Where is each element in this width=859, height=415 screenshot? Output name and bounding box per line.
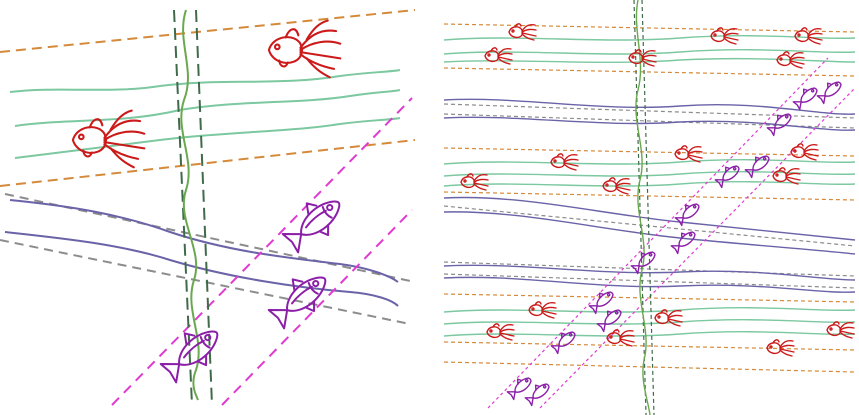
goldfish-icon <box>550 153 579 171</box>
left-panel <box>0 9 416 406</box>
tetra-fish-icon <box>790 82 821 111</box>
goldfish-icon <box>794 27 823 45</box>
left-green-wavy-lines <box>9 69 401 159</box>
goldfish-icon <box>766 339 795 357</box>
goldfish-icon <box>606 329 635 347</box>
left-magenta-dashed-diagonals <box>111 97 413 406</box>
goldfish-icon <box>460 173 489 191</box>
tetra-fish-icon <box>668 226 699 255</box>
tetra-fish-icon <box>262 262 338 334</box>
tetra-fish-icon <box>594 304 625 333</box>
tetra-fish-icon <box>522 378 553 407</box>
goldfish-icon <box>486 323 515 341</box>
goldfish-icon <box>528 301 557 319</box>
tetra-fish-icon <box>712 160 743 189</box>
goldfish-icon <box>267 19 342 79</box>
tetra-fish-icon <box>742 150 773 179</box>
right-green-wavy-vertical <box>635 0 651 415</box>
right-green-dashed-verticals <box>633 0 655 415</box>
right-goldfish <box>460 23 855 357</box>
right-orange-dashed-lines <box>443 23 856 373</box>
goldfish-icon <box>790 143 819 161</box>
goldfish-icon <box>772 167 801 185</box>
tetra-fish-icon <box>814 76 845 105</box>
right-magenta-dashed-diagonals <box>487 57 856 409</box>
tetra-fish-icon <box>154 316 230 388</box>
left-gray-dashed-lines <box>0 193 416 325</box>
goldfish-icon <box>628 49 657 67</box>
left-purple-wavy-lines <box>4 199 399 307</box>
right-green-wavy-lines <box>443 35 856 337</box>
goldfish-icon <box>674 145 703 163</box>
left-orange-dashed-lines <box>0 9 416 187</box>
goldfish-icon <box>826 321 855 339</box>
left-green-wavy-vertical <box>180 9 200 401</box>
tetra-fish-icon <box>548 326 579 355</box>
right-panel <box>443 0 856 415</box>
tetra-fish-icon <box>764 108 795 137</box>
right-purple-wavy-lines <box>443 98 856 293</box>
